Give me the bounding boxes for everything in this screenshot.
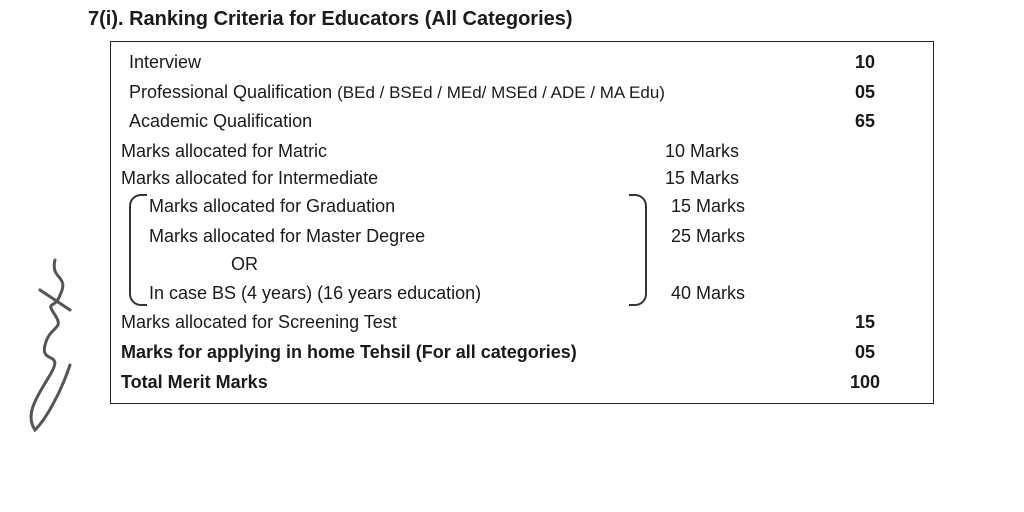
- section-heading: 7(i). Ranking Criteria for Educators (Al…: [88, 8, 964, 31]
- label-total: Total Merit Marks: [121, 372, 665, 394]
- label-matric: Marks allocated for Matric: [121, 141, 665, 163]
- row-master: Marks allocated for Master Degree 25 Mar…: [121, 222, 933, 252]
- mid-inter: 15 Marks: [665, 168, 815, 190]
- label-or: OR: [231, 254, 258, 276]
- criteria-table: Interview 10 Professional Qualification …: [110, 41, 934, 404]
- label-profqual-main: Professional Qualification: [129, 82, 337, 102]
- score-screening: 15: [815, 312, 915, 334]
- row-home: Marks for applying in home Tehsil (For a…: [111, 338, 933, 368]
- row-matric: Marks allocated for Matric 10 Marks: [111, 137, 933, 165]
- row-or: OR: [121, 251, 933, 279]
- score-total: 100: [815, 372, 915, 394]
- label-bs: In case BS (4 years) (16 years education…: [149, 283, 665, 305]
- score-acadqual: 65: [815, 111, 915, 133]
- row-screening: Marks allocated for Screening Test 15: [111, 308, 933, 338]
- label-profqual: Professional Qualification (BEd / BSEd /…: [129, 82, 665, 104]
- row-profqual: Professional Qualification (BEd / BSEd /…: [111, 78, 933, 108]
- label-acadqual: Academic Qualification: [129, 111, 665, 133]
- label-screening: Marks allocated for Screening Test: [121, 312, 665, 334]
- document-page: 7(i). Ranking Criteria for Educators (Al…: [0, 0, 1024, 404]
- bracket-group: Marks allocated for Graduation 15 Marks …: [121, 192, 933, 308]
- row-interview: Interview 10: [111, 48, 933, 78]
- label-home: Marks for applying in home Tehsil (For a…: [121, 342, 665, 364]
- row-grad: Marks allocated for Graduation 15 Marks: [121, 192, 933, 222]
- label-interview: Interview: [129, 52, 665, 74]
- label-grad: Marks allocated for Graduation: [149, 196, 665, 218]
- row-acadqual: Academic Qualification 65: [111, 107, 933, 137]
- label-master: Marks allocated for Master Degree: [149, 226, 665, 248]
- row-total: Total Merit Marks 100: [111, 368, 933, 398]
- score-profqual: 05: [815, 82, 915, 104]
- row-inter: Marks allocated for Intermediate 15 Mark…: [111, 164, 933, 192]
- label-profqual-sub: (BEd / BSEd / MEd/ MSEd / ADE / MA Edu): [337, 83, 665, 102]
- signature-icon: [10, 255, 100, 435]
- label-inter: Marks allocated for Intermediate: [121, 168, 665, 190]
- mid-bs: 40 Marks: [671, 283, 821, 305]
- mid-master: 25 Marks: [671, 226, 821, 248]
- row-bs: In case BS (4 years) (16 years education…: [121, 279, 933, 309]
- score-interview: 10: [815, 52, 915, 74]
- mid-grad: 15 Marks: [671, 196, 821, 218]
- mid-matric: 10 Marks: [665, 141, 815, 163]
- score-home: 05: [815, 342, 915, 364]
